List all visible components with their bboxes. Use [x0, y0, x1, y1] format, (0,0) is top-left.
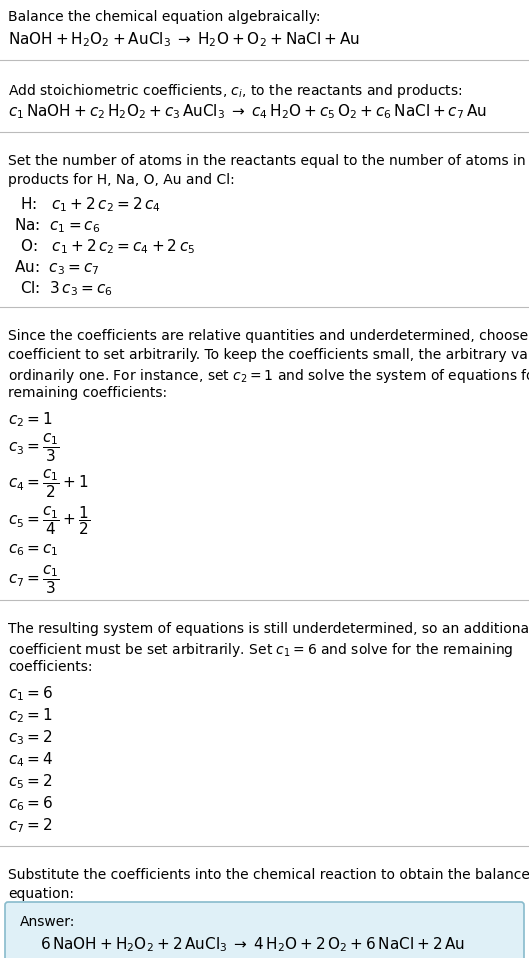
Text: $c_4 = \dfrac{c_1}{2} + 1$: $c_4 = \dfrac{c_1}{2} + 1$: [8, 468, 89, 500]
Text: coefficient to set arbitrarily. To keep the coefficients small, the arbitrary va: coefficient to set arbitrarily. To keep …: [8, 348, 529, 362]
Text: Answer:: Answer:: [20, 915, 75, 929]
Text: The resulting system of equations is still underdetermined, so an additional: The resulting system of equations is sti…: [8, 622, 529, 636]
Text: Cl:  $3\,c_3 = c_6$: Cl: $3\,c_3 = c_6$: [20, 279, 113, 298]
FancyBboxPatch shape: [5, 902, 524, 958]
Text: Add stoichiometric coefficients, $c_i$, to the reactants and products:: Add stoichiometric coefficients, $c_i$, …: [8, 82, 463, 100]
Text: $c_4 = 4$: $c_4 = 4$: [8, 750, 53, 768]
Text: remaining coefficients:: remaining coefficients:: [8, 386, 167, 400]
Text: products for H, Na, O, Au and Cl:: products for H, Na, O, Au and Cl:: [8, 173, 235, 187]
Text: $c_1\,\mathrm{NaOH} + c_2\,\mathrm{H_2O_2} + c_3\,\mathrm{AuCl_3} \;\rightarrow\: $c_1\,\mathrm{NaOH} + c_2\,\mathrm{H_2O_…: [8, 102, 487, 121]
Text: coefficients:: coefficients:: [8, 660, 93, 674]
Text: $c_2 = 1$: $c_2 = 1$: [8, 410, 52, 428]
Text: Balance the chemical equation algebraically:: Balance the chemical equation algebraica…: [8, 10, 321, 24]
Text: $c_5 = \dfrac{c_1}{4} + \dfrac{1}{2}$: $c_5 = \dfrac{c_1}{4} + \dfrac{1}{2}$: [8, 504, 90, 536]
Text: $c_6 = c_1$: $c_6 = c_1$: [8, 542, 58, 558]
Text: $c_7 = \dfrac{c_1}{3}$: $c_7 = \dfrac{c_1}{3}$: [8, 564, 60, 597]
Text: Na:  $c_1 = c_6$: Na: $c_1 = c_6$: [14, 216, 101, 235]
Text: $c_5 = 2$: $c_5 = 2$: [8, 772, 52, 790]
Text: $c_3 = 2$: $c_3 = 2$: [8, 728, 52, 746]
Text: Substitute the coefficients into the chemical reaction to obtain the balanced: Substitute the coefficients into the che…: [8, 868, 529, 882]
Text: $c_7 = 2$: $c_7 = 2$: [8, 816, 52, 834]
Text: $6\,\mathrm{NaOH} + \mathrm{H_2O_2} + 2\,\mathrm{AuCl_3} \;\rightarrow\; 4\,\mat: $6\,\mathrm{NaOH} + \mathrm{H_2O_2} + 2\…: [40, 935, 465, 954]
Text: equation:: equation:: [8, 887, 74, 901]
Text: ordinarily one. For instance, set $c_2 = 1$ and solve the system of equations fo: ordinarily one. For instance, set $c_2 =…: [8, 367, 529, 385]
Text: Since the coefficients are relative quantities and underdetermined, choose a: Since the coefficients are relative quan…: [8, 329, 529, 343]
Text: $c_6 = 6$: $c_6 = 6$: [8, 794, 53, 812]
Text: O:   $c_1 + 2\,c_2 = c_4 + 2\,c_5$: O: $c_1 + 2\,c_2 = c_4 + 2\,c_5$: [20, 237, 195, 256]
Text: $\mathrm{NaOH} + \mathrm{H_2O_2} + \mathrm{AuCl_3} \;\rightarrow\; \mathrm{H_2O}: $\mathrm{NaOH} + \mathrm{H_2O_2} + \math…: [8, 30, 360, 49]
Text: $c_1 = 6$: $c_1 = 6$: [8, 684, 53, 703]
Text: $c_2 = 1$: $c_2 = 1$: [8, 706, 52, 724]
Text: coefficient must be set arbitrarily. Set $c_1 = 6$ and solve for the remaining: coefficient must be set arbitrarily. Set…: [8, 641, 513, 659]
Text: H:   $c_1 + 2\,c_2 = 2\,c_4$: H: $c_1 + 2\,c_2 = 2\,c_4$: [20, 195, 161, 214]
Text: Set the number of atoms in the reactants equal to the number of atoms in the: Set the number of atoms in the reactants…: [8, 154, 529, 168]
Text: $c_3 = \dfrac{c_1}{3}$: $c_3 = \dfrac{c_1}{3}$: [8, 432, 60, 465]
Text: Au:  $c_3 = c_7$: Au: $c_3 = c_7$: [14, 258, 99, 277]
